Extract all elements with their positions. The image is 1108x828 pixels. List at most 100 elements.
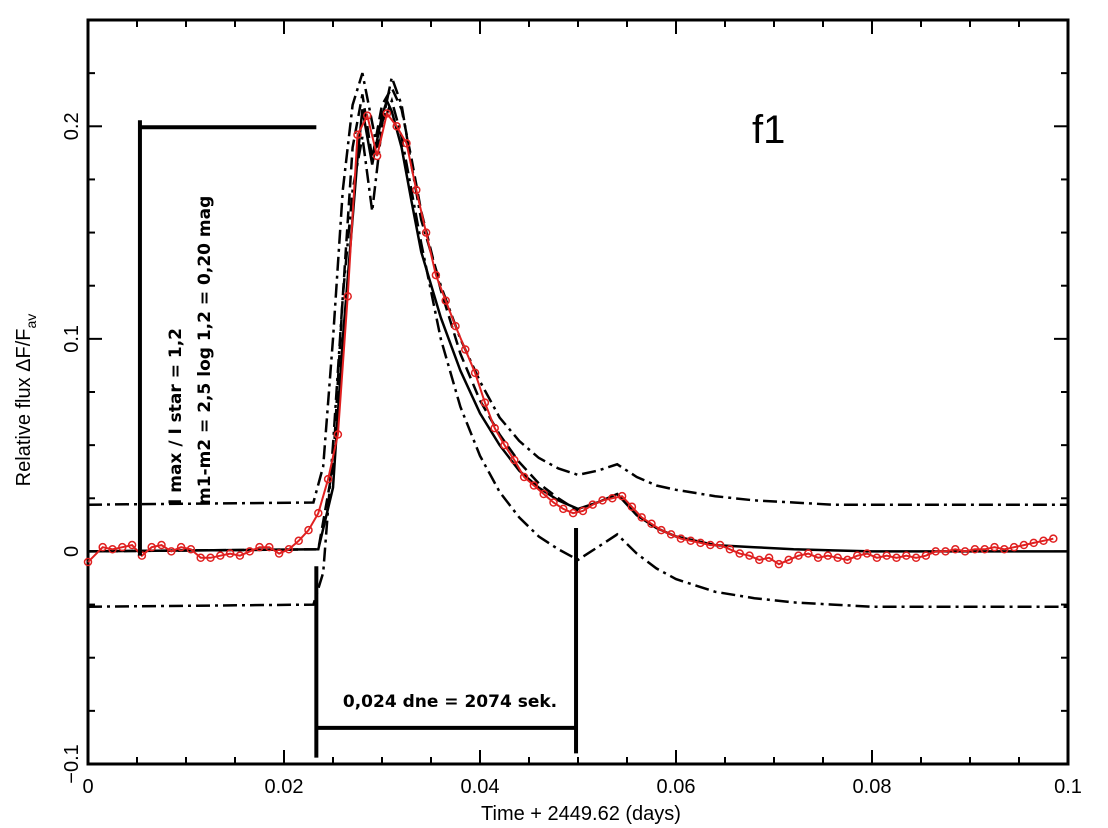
x-tick-label: 0 (82, 776, 93, 798)
x-tick-label: 0.04 (461, 776, 500, 798)
data-point (960, 547, 970, 556)
data-point (167, 547, 176, 556)
x-tick-label: 0.1 (1054, 776, 1082, 798)
data-point (598, 496, 607, 505)
data-point (343, 292, 352, 301)
data-point (382, 109, 392, 118)
data-point (245, 547, 254, 556)
data-point (637, 513, 646, 522)
data-point (823, 551, 833, 560)
data-point (461, 345, 470, 354)
data-point (892, 553, 901, 563)
data-point (735, 549, 744, 558)
data-point (451, 321, 460, 331)
data-point (696, 538, 705, 548)
x-tick-label: 0.02 (265, 776, 304, 798)
data-point (216, 551, 225, 560)
data-point (196, 553, 205, 563)
x-tick-label: 0.08 (853, 776, 892, 798)
data-point (186, 545, 196, 554)
series-model (87, 97, 1068, 553)
data-point (921, 551, 931, 560)
axis-tick-labels: 0 0.02 0.04 0.06 0.08 0.1−0.100.10.2 (61, 112, 1082, 798)
data-point (617, 491, 627, 501)
data-point (559, 504, 568, 514)
data-point (774, 559, 784, 569)
flux-ratio-annotation: I max / I star = 1,2 (166, 328, 186, 505)
data-point (353, 130, 362, 140)
data-point (755, 555, 764, 565)
panel-label: f1 (752, 108, 785, 152)
data-point (255, 542, 264, 552)
data-point (225, 549, 235, 558)
data-point (372, 151, 382, 161)
y-axis-title-subscript: av (23, 314, 39, 329)
data-point (676, 534, 686, 543)
data-point (392, 122, 401, 131)
data-point (657, 525, 666, 535)
data-point (970, 545, 980, 554)
data-point (284, 545, 294, 554)
data-point (1029, 538, 1038, 548)
data-point (539, 489, 548, 499)
data-point (500, 440, 509, 450)
series-layer (83, 72, 1068, 608)
data-point (941, 547, 950, 556)
y-axis-title: Relative flux ΔF/Fav (13, 314, 39, 487)
y-tick-label: 0.1 (61, 325, 83, 353)
data-point (83, 557, 93, 567)
series-observed (87, 111, 1054, 566)
data-point (206, 553, 215, 563)
series-envelope-upper (87, 72, 1068, 506)
data-point (127, 540, 137, 550)
data-point (412, 185, 421, 195)
data-point (265, 542, 274, 552)
data-point (931, 547, 940, 556)
x-axis-title: Time + 2449.62 (days) (481, 803, 681, 825)
data-point (431, 270, 441, 280)
data-point (470, 368, 480, 378)
data-point (519, 472, 529, 482)
data-point (363, 111, 372, 120)
data-point (794, 551, 803, 560)
data-point (549, 498, 558, 507)
data-point (529, 481, 539, 490)
y-axis-title-main: Relative flux ΔF/F (13, 328, 35, 486)
series-model-dashed (87, 85, 579, 553)
data-point (725, 545, 735, 554)
data-point (118, 542, 127, 552)
data-point (421, 228, 431, 237)
data-point (990, 542, 999, 552)
magnitude-annotation: m1-m2 = 2,5 log 1,2 = 0,20 mag (195, 196, 215, 505)
data-point (323, 474, 333, 484)
data-point (686, 536, 695, 546)
data-point (480, 398, 490, 407)
axis-ticks (87, 19, 1069, 765)
x-tick-label: 0.06 (657, 776, 696, 798)
data-point (862, 549, 872, 558)
data-point (402, 139, 411, 148)
data-point (882, 551, 891, 560)
data-point (490, 423, 499, 433)
data-point (706, 540, 715, 550)
data-point (951, 545, 960, 554)
data-point (872, 553, 882, 563)
data-point (274, 549, 284, 558)
data-point (235, 551, 245, 560)
data-point (666, 530, 676, 539)
data-point (333, 430, 343, 439)
y-tick-label: −0.1 (61, 744, 83, 783)
data-point (804, 549, 813, 558)
data-point (1009, 542, 1019, 552)
duration-annotation: 0,024 dne = 2074 sek. (343, 692, 557, 712)
data-point (784, 555, 793, 565)
data-point (588, 500, 597, 509)
data-point (314, 508, 323, 518)
annotation-layer (137, 120, 579, 758)
data-point (1049, 534, 1058, 543)
data-point (294, 536, 303, 546)
data-point (853, 551, 862, 560)
y-tick-label: 0.2 (61, 112, 83, 140)
data-point (980, 545, 989, 554)
data-point (902, 551, 911, 560)
